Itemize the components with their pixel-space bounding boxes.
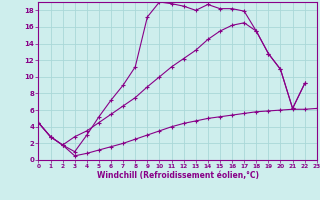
- X-axis label: Windchill (Refroidissement éolien,°C): Windchill (Refroidissement éolien,°C): [97, 171, 259, 180]
